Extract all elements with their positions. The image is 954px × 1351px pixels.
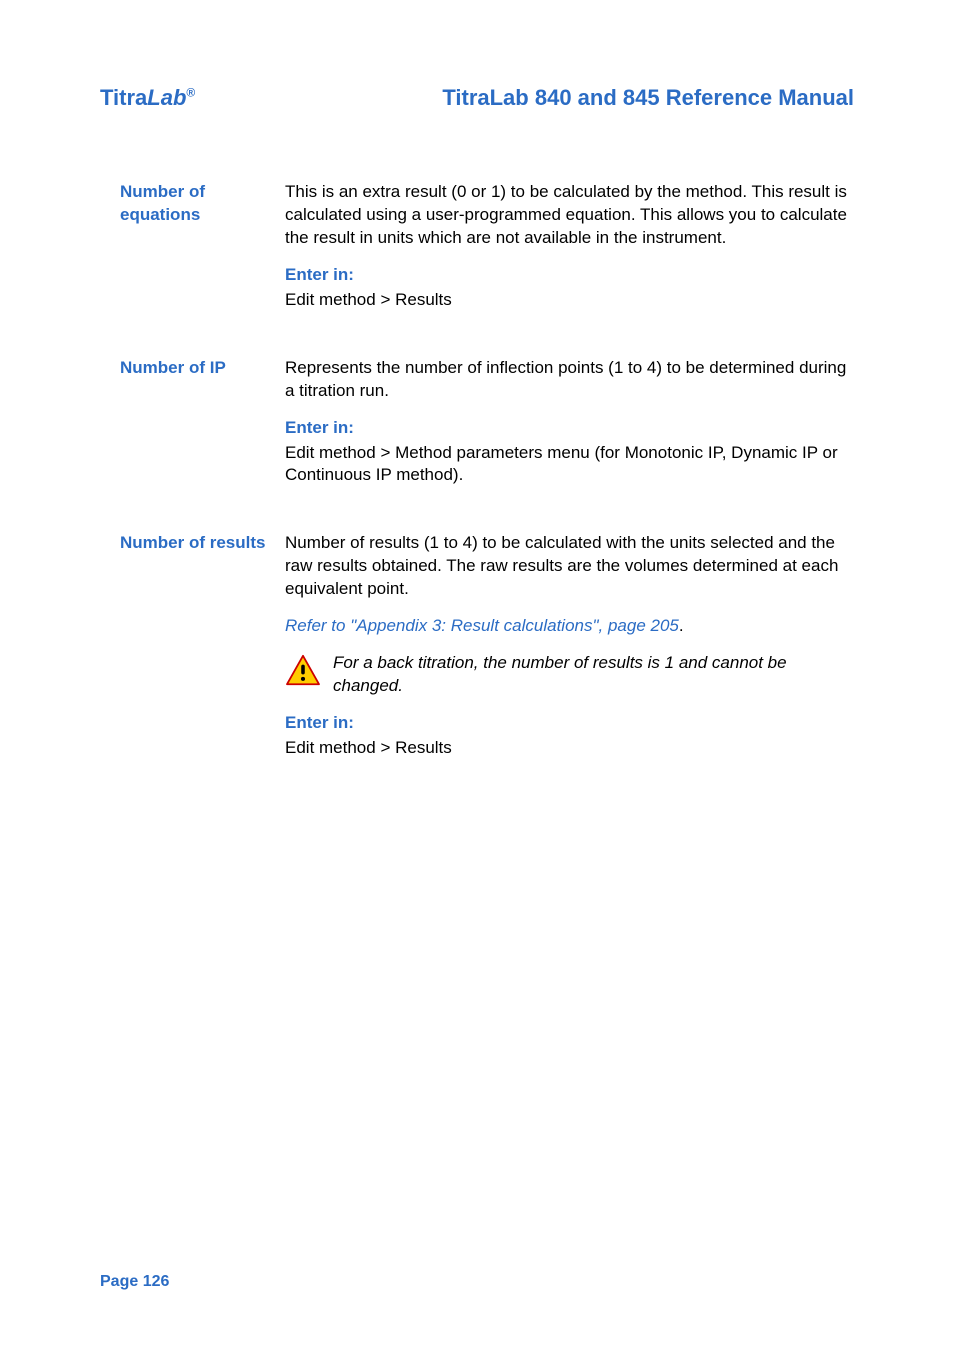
brand-prefix: Titra (100, 85, 147, 110)
warning-note: For a back titration, the number of resu… (285, 652, 854, 698)
enter-in-label: Enter in: (285, 264, 854, 287)
link-period: . (679, 616, 684, 635)
brand-logo: TitraLab® (100, 85, 195, 111)
warning-text: For a back titration, the number of resu… (333, 652, 854, 698)
section-body-col: Represents the number of inflection poin… (285, 357, 854, 488)
section-body-col: Number of results (1 to 4) to be calcula… (285, 532, 854, 760)
page-header: TitraLab® TitraLab 840 and 845 Reference… (100, 85, 854, 111)
section-body: Number of results (1 to 4) to be calcula… (285, 532, 854, 601)
brand-italic: Lab (147, 85, 186, 110)
enter-in-path: Edit method > Method parameters menu (fo… (285, 442, 854, 488)
page-number: Page 126 (100, 1273, 169, 1291)
section-heading-col: Number of IP (100, 357, 285, 488)
section-heading: Number of equations (120, 181, 285, 227)
section-number-of-results: Number of results Number of results (1 t… (100, 532, 854, 760)
enter-in-path: Edit method > Results (285, 737, 854, 760)
enter-in-label: Enter in: (285, 712, 854, 735)
section-heading-col: Number of equations (100, 181, 285, 312)
section-heading-col: Number of results (100, 532, 285, 760)
section-heading: Number of IP (120, 357, 285, 380)
section-body-col: This is an extra result (0 or 1) to be c… (285, 181, 854, 312)
section-number-of-equations: Number of equations This is an extra res… (100, 181, 854, 312)
brand-reg: ® (186, 86, 195, 100)
enter-in-path: Edit method > Results (285, 289, 854, 312)
section-number-of-ip: Number of IP Represents the number of in… (100, 357, 854, 488)
warning-icon (285, 654, 321, 686)
appendix-link[interactable]: Refer to "Appendix 3: Result calculation… (285, 616, 679, 635)
section-heading: Number of results (120, 532, 285, 555)
enter-in-label: Enter in: (285, 417, 854, 440)
document-title: TitraLab 840 and 845 Reference Manual (442, 85, 854, 111)
section-body: This is an extra result (0 or 1) to be c… (285, 181, 854, 250)
section-link-line: Refer to "Appendix 3: Result calculation… (285, 615, 854, 638)
section-body: Represents the number of inflection poin… (285, 357, 854, 403)
